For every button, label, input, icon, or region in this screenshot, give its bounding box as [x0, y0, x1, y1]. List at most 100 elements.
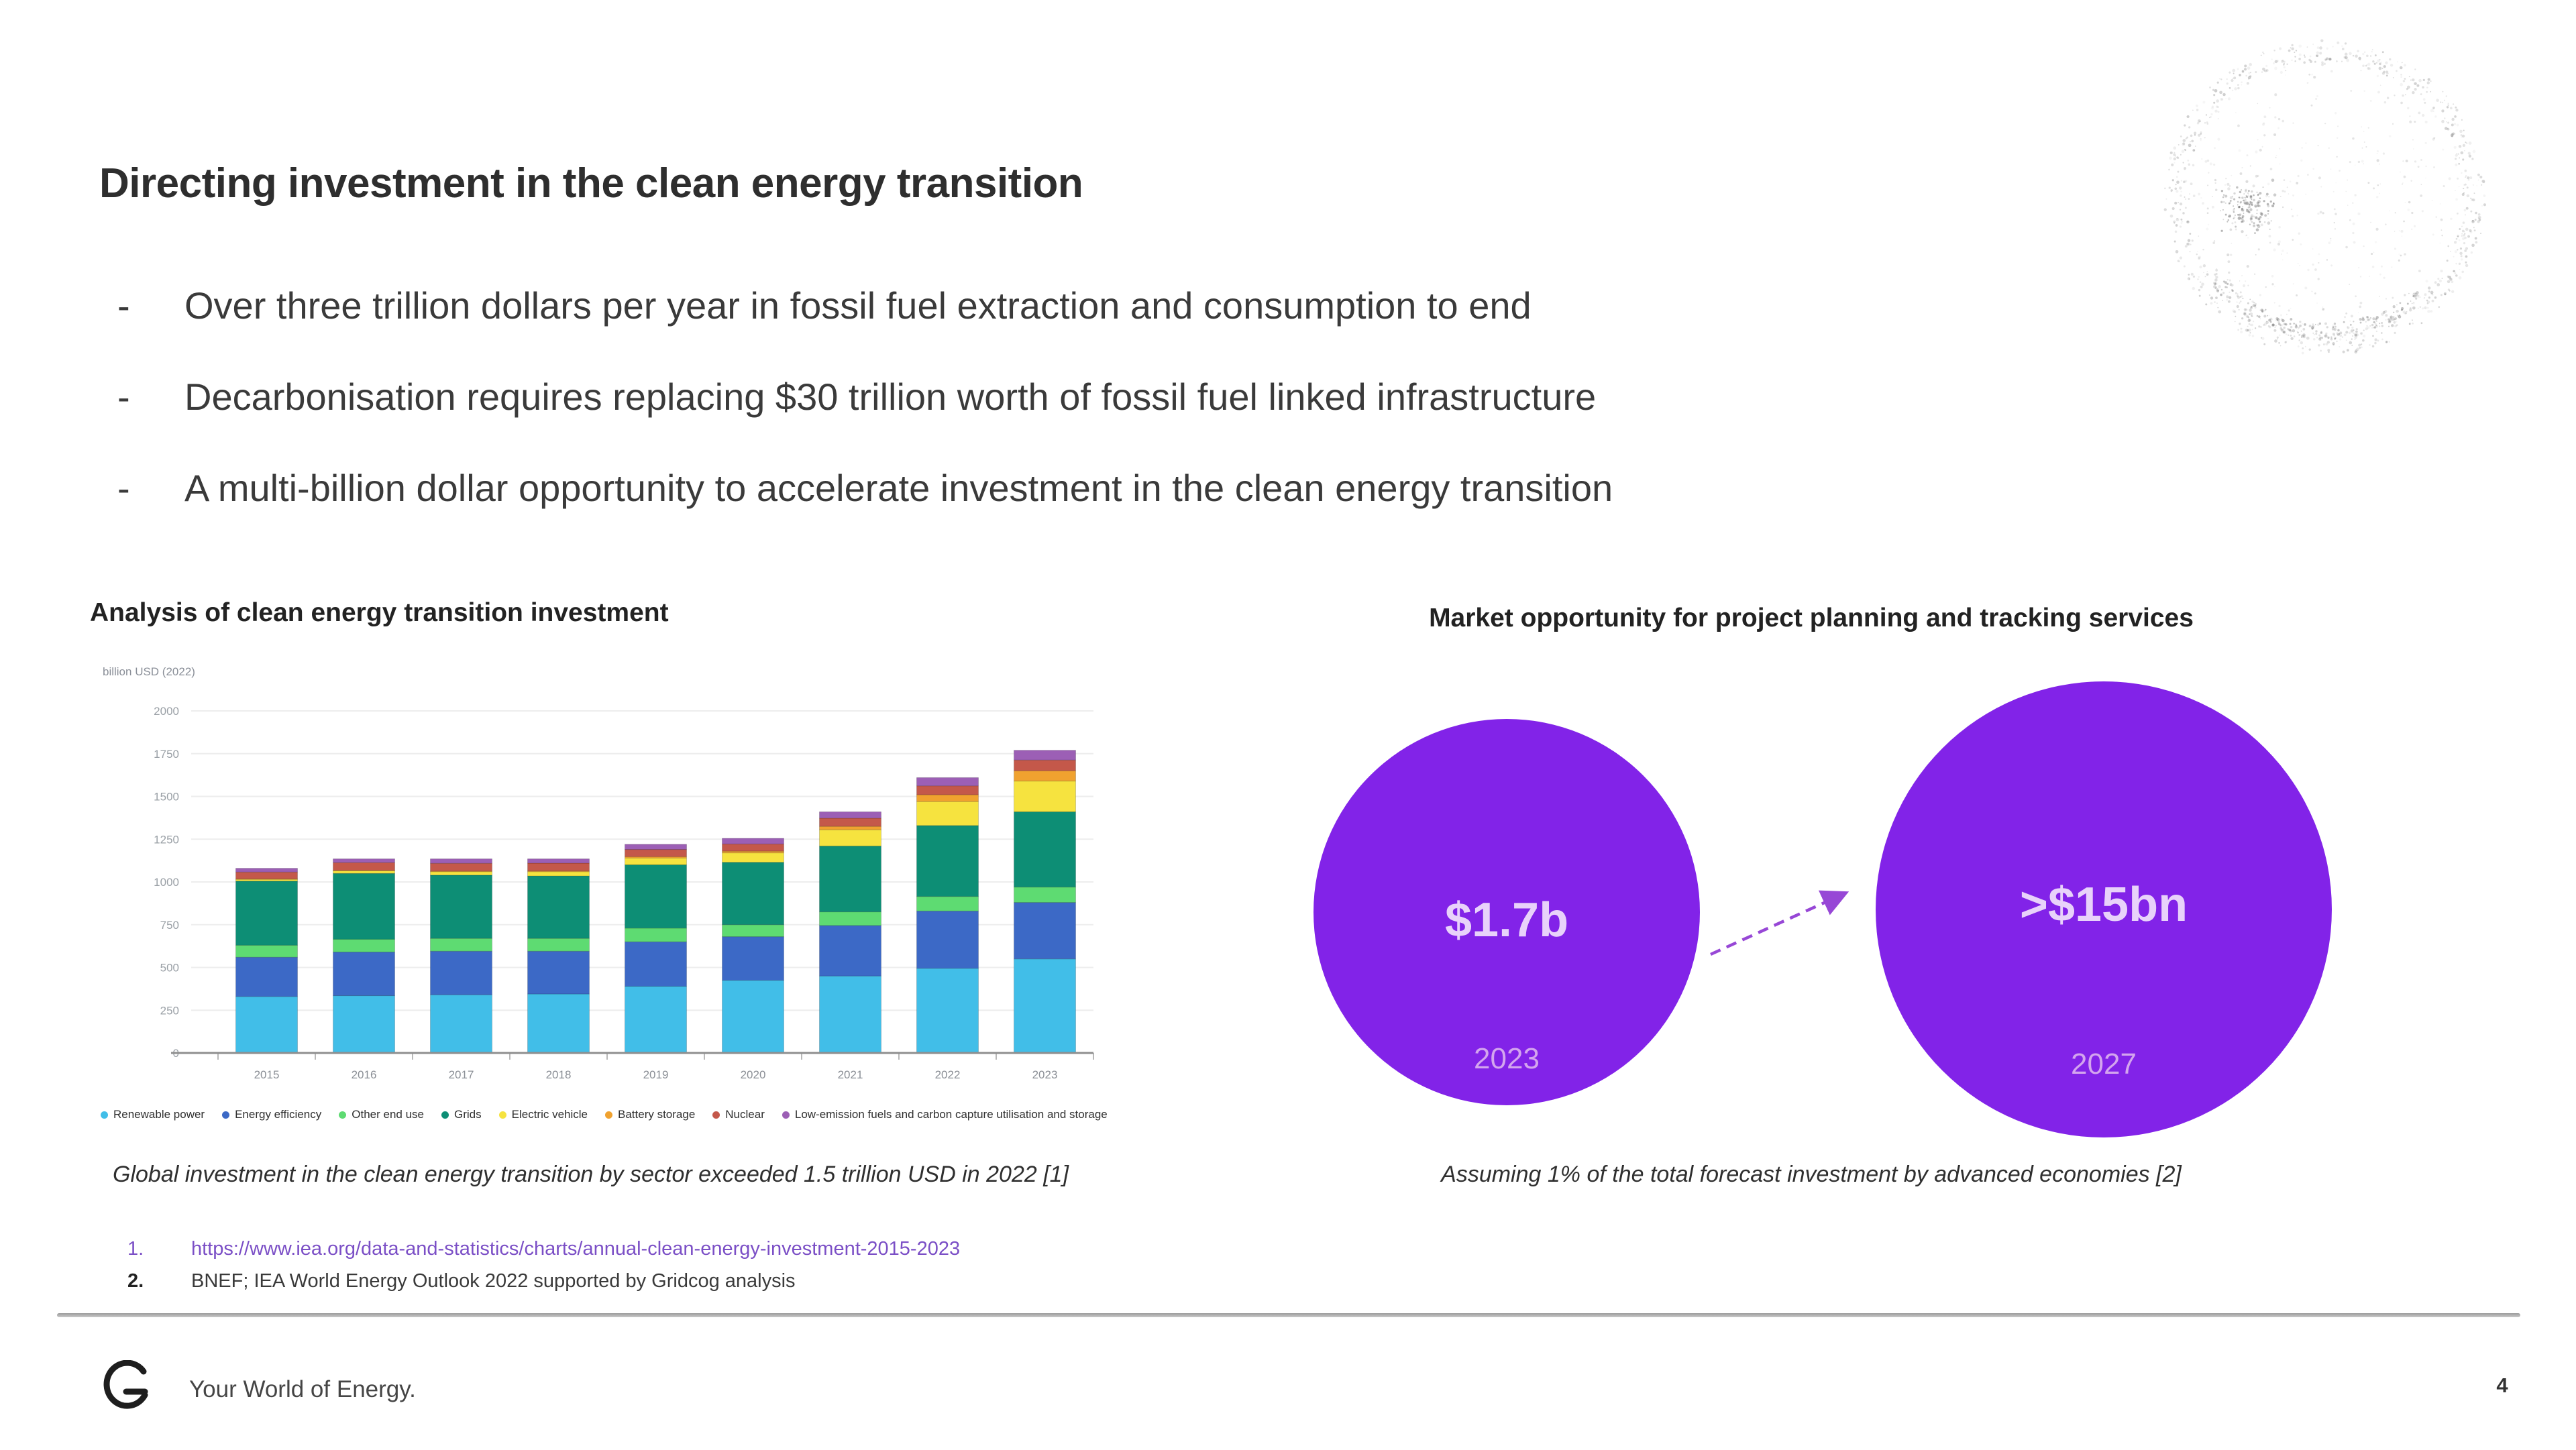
y-tick-label: 2000: [154, 705, 179, 718]
bar-segment: [1014, 812, 1076, 887]
legend-item: Electric vehicle: [499, 1108, 588, 1121]
footnote-source-link[interactable]: https://www.iea.org/data-and-statistics/…: [191, 1233, 960, 1265]
bar-segment: [431, 995, 492, 1053]
bar-segment: [236, 957, 298, 997]
bar-segment: [528, 872, 590, 876]
y-tick-label: 1000: [154, 876, 179, 889]
bar-segment: [820, 846, 881, 911]
legend-item: Nuclear: [712, 1108, 765, 1121]
bar-segment: [431, 938, 492, 951]
bar-segment: [722, 925, 784, 937]
right-chart-title: Market opportunity for project planning …: [1275, 604, 2348, 633]
bar-segment: [820, 976, 881, 1053]
bullet-item-1: - Over three trillion dollars per year in…: [117, 282, 2197, 373]
bubble-year-2023: 2023: [1313, 1042, 1700, 1076]
legend-dot-icon: [441, 1111, 449, 1119]
bubble-year-2027: 2027: [1876, 1048, 2332, 1081]
bar-segment: [333, 952, 395, 996]
bullet-list: - Over three trillion dollars per year in…: [117, 282, 2197, 555]
bar-segment: [917, 777, 979, 785]
bar-segment: [625, 858, 687, 865]
legend-label: Electric vehicle: [512, 1108, 588, 1121]
left-chart-title: Analysis of clean energy transition inve…: [90, 598, 669, 628]
bullet-dash: -: [117, 373, 184, 421]
bar-segment: [722, 937, 784, 981]
bar-segment: [431, 875, 492, 938]
y-tick-label: 1750: [154, 748, 179, 761]
legend-dot-icon: [712, 1111, 720, 1119]
bar-segment: [1014, 781, 1076, 812]
bar-segment: [236, 881, 298, 946]
legend-item: Other end use: [339, 1108, 424, 1121]
x-tick-label: 2020: [741, 1068, 766, 1081]
legend-item: Grids: [441, 1108, 482, 1121]
bar-segment: [431, 863, 492, 871]
bar-segment: [625, 850, 687, 857]
bar-segment: [820, 912, 881, 926]
bar-segment: [625, 987, 687, 1053]
bar-segment: [528, 938, 590, 951]
gridcog-logo-icon: [101, 1360, 153, 1415]
footnote-1: 1. https://www.iea.org/data-and-statistic…: [127, 1233, 960, 1265]
x-tick-label: 2018: [546, 1068, 572, 1081]
y-tick-label: 750: [160, 919, 179, 932]
bar-segment: [722, 838, 784, 844]
footnote-marker: 2.: [127, 1265, 191, 1297]
bar-segment: [820, 812, 881, 818]
bar-segment: [917, 897, 979, 911]
x-tick-label: 2015: [254, 1068, 280, 1081]
bar-segment: [236, 869, 298, 873]
bar-segment: [820, 830, 881, 846]
footnote-marker: 1.: [127, 1233, 191, 1265]
bar-segment: [917, 911, 979, 968]
bar-segment: [625, 844, 687, 850]
bar-segment: [625, 928, 687, 942]
bar-segment: [820, 826, 881, 830]
bar-segment: [1014, 771, 1076, 781]
footnote-2: 2. BNEF; IEA World Energy Outlook 2022 su…: [127, 1265, 960, 1297]
bar-segment: [236, 997, 298, 1053]
market-bubble-2027: >$15bn 2027: [1876, 681, 2332, 1137]
legend-dot-icon: [222, 1111, 229, 1119]
bar-segment: [333, 862, 395, 870]
bubble-amount-2027: >$15bn: [1876, 877, 2332, 932]
x-tick-label: 2021: [838, 1068, 863, 1081]
bar-segment: [528, 859, 590, 863]
legend-dot-icon: [101, 1111, 108, 1119]
legend-label: Nuclear: [725, 1108, 765, 1121]
particle-globe-image: [2150, 27, 2499, 372]
bar-segment: [625, 865, 687, 928]
bar-segment: [625, 942, 687, 986]
bar-segment: [917, 795, 979, 801]
legend-label: Battery storage: [618, 1108, 695, 1121]
bullet-text: A multi-billion dollar opportunity to ac…: [184, 464, 1613, 512]
bar-segment: [333, 871, 395, 873]
legend-item: Energy efficiency: [222, 1108, 321, 1121]
legend-dot-icon: [782, 1111, 790, 1119]
bar-segment: [236, 872, 298, 879]
bullet-text: Over three trillion dollars per year in …: [184, 282, 1532, 330]
left-chart-caption: Global investment in the clean energy tr…: [113, 1162, 1069, 1188]
bar-segment: [917, 801, 979, 826]
bar-segment: [820, 926, 881, 976]
bar-segment: [528, 951, 590, 994]
legend-item: Renewable power: [101, 1108, 205, 1121]
y-axis-title: billion USD (2022): [103, 665, 195, 678]
x-tick-label: 2022: [935, 1068, 961, 1081]
footnotes: 1. https://www.iea.org/data-and-statistic…: [127, 1233, 960, 1297]
bar-segment: [917, 968, 979, 1053]
chart-legend: Renewable power Energy efficiency Other en…: [101, 1108, 1120, 1121]
legend-dot-icon: [499, 1111, 506, 1119]
bar-segment: [1014, 959, 1076, 1053]
bar-segment: [431, 872, 492, 875]
bullet-item-2: - Decarbonisation requires replacing $30 …: [117, 373, 2197, 464]
bar-segment: [722, 844, 784, 851]
legend-label: Low-emission fuels and carbon capture ut…: [795, 1108, 1108, 1121]
bar-segment: [722, 862, 784, 925]
market-bubble-2023: $1.7b 2023: [1313, 719, 1700, 1105]
bullet-dash: -: [117, 464, 184, 512]
x-tick-label: 2017: [449, 1068, 474, 1081]
legend-dot-icon: [339, 1111, 346, 1119]
legend-label: Other end use: [352, 1108, 424, 1121]
bar-segment: [917, 786, 979, 795]
